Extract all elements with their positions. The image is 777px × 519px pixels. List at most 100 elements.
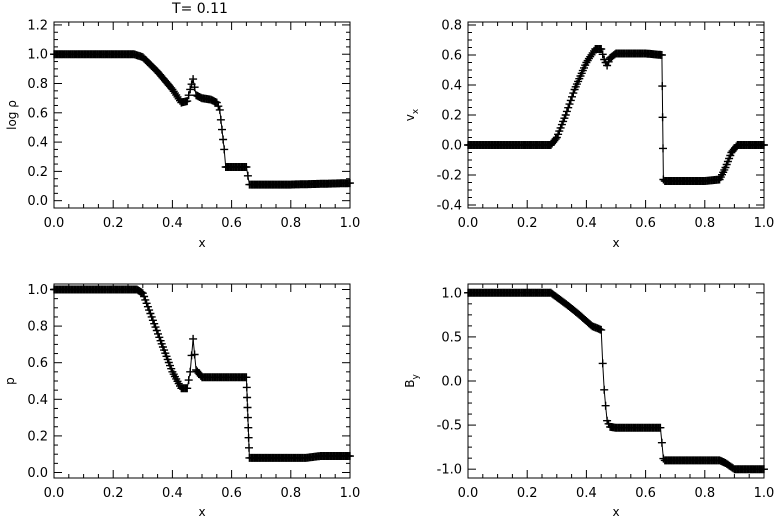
tick-group-vx: 0.0 0.2 0.4 0.6 0.8 1.0 -0.4 -0.2 0.0 0.2 0.4 0.6 0.… [437, 19, 775, 232]
x-tick-label: 0.8 [280, 216, 301, 231]
data-point-p [243, 413, 252, 422]
data-point-p [143, 302, 152, 311]
data-point-logrho [242, 163, 251, 171]
panel-logrho: 0.0 0.2 0.4 0.6 0.8 1.00.00.20.40.60.81.01.2 … [5, 18, 360, 250]
data-point-vx [551, 135, 560, 143]
data-point-logrho [215, 105, 224, 114]
markers-by [464, 288, 768, 474]
data-point-by [760, 465, 768, 474]
x-tick-label: 0.4 [576, 486, 597, 501]
tick-group-by: 0.0 0.2 0.4 0.6 0.8 1.0 -1.0 -0.5 0.0 0.5 1.0 [437, 284, 775, 501]
data-point-logrho [190, 83, 199, 92]
data-point-vx [565, 100, 574, 109]
data-line-vx [468, 48, 764, 182]
y-tick-label: 0.2 [27, 429, 48, 444]
figure-title: T= 0.11 [171, 1, 228, 17]
data-point-logrho [183, 97, 192, 106]
data-point-by [600, 385, 609, 394]
data-point-logrho [186, 85, 195, 94]
data-point-p [242, 383, 251, 392]
ylabel-by: By [403, 374, 421, 388]
data-point-p [183, 384, 192, 393]
data-point-by [598, 359, 607, 368]
y-tick-label: 0.0 [27, 194, 48, 209]
ylabel-vx-main: v [403, 114, 417, 121]
y-tick-label: 1.0 [27, 283, 48, 298]
x-tick-label: 0.2 [517, 216, 538, 231]
data-point-logrho [220, 145, 229, 154]
ylabel-logrho: log ρ [5, 100, 19, 130]
x-tick-label: 0.0 [44, 216, 65, 231]
plot-frame-logrho [53, 21, 351, 209]
y-tick-label: 0.4 [441, 79, 462, 94]
y-tick-label: 0.6 [441, 49, 462, 64]
data-point-by [601, 401, 610, 410]
data-point-p [150, 319, 159, 328]
x-tick-label: 0.8 [694, 216, 715, 231]
y-tick-label: 0.2 [27, 165, 48, 180]
x-tick-label: 0.6 [635, 486, 656, 501]
x-tick-label: 0.0 [44, 486, 65, 501]
y-tick-label: 1.2 [27, 18, 48, 33]
xlabel-p: x [198, 505, 205, 519]
x-tick-label: 1.0 [340, 486, 361, 501]
data-point-vx [604, 57, 613, 66]
x-tick-label: 0.6 [221, 216, 242, 231]
data-point-by [597, 325, 606, 334]
data-point-p [243, 403, 252, 412]
markers-p [50, 285, 354, 462]
x-tick-label: 0.6 [635, 216, 656, 231]
data-point-logrho [214, 102, 223, 111]
y-tick-label: 0.2 [441, 109, 462, 124]
y-tick-label: 0.8 [27, 320, 48, 335]
data-point-logrho [346, 179, 354, 188]
data-point-vx [658, 113, 667, 122]
y-tick-label: -0.2 [437, 169, 462, 184]
x-tick-label: 0.4 [162, 216, 183, 231]
data-point-p [142, 299, 151, 308]
data-point-logrho [184, 91, 193, 100]
data-point-p [244, 423, 253, 432]
y-tick-label: -0.5 [437, 419, 462, 434]
panel-p: 0.0 0.2 0.4 0.6 0.8 1.0 0.0 0.2 0.4 0.6 0.8 1.0 x p [3, 283, 360, 519]
x-tick-label: 0.8 [280, 486, 301, 501]
y-tick-label: 0.6 [27, 106, 48, 121]
tick-group-p: 0.0 0.2 0.4 0.6 0.8 1.0 0.0 0.2 0.4 0.6 0.8 1.0 [27, 283, 360, 501]
data-line-logrho [54, 53, 351, 186]
x-tick-label: 0.8 [694, 486, 715, 501]
ylabel-by-sub: y [411, 374, 421, 380]
y-tick-label: 0.6 [27, 356, 48, 371]
data-point-p [152, 326, 161, 335]
data-point-p [186, 367, 195, 376]
data-point-p [189, 334, 198, 343]
tick-group-logrho: 0.0 0.2 0.4 0.6 0.8 1.0 0.0 0.2 0.4 0.6 0.8 1.0 1.2 [27, 18, 360, 231]
data-point-p [145, 306, 154, 315]
data-point-logrho [219, 135, 228, 144]
data-point-logrho [218, 125, 226, 134]
ylabel-vx-sub: x [411, 108, 421, 114]
x-tick-label: 1.0 [754, 486, 775, 501]
y-tick-label: 0.8 [27, 77, 48, 92]
data-point-p [244, 433, 253, 442]
data-point-p [141, 295, 150, 304]
data-point-p [155, 333, 164, 342]
data-point-p [151, 323, 160, 332]
data-point-p [154, 329, 162, 338]
y-tick-label: 0.0 [27, 466, 48, 481]
y-tick-label: 0.0 [441, 375, 462, 390]
data-point-vx [659, 144, 667, 153]
y-tick-label: 0.0 [441, 139, 462, 154]
data-point-vx [603, 61, 612, 70]
data-point-p [242, 373, 251, 382]
x-tick-label: 1.0 [340, 216, 361, 231]
y-tick-label: 1.0 [27, 48, 48, 63]
y-tick-label: -1.0 [437, 463, 462, 478]
data-point-by [656, 423, 665, 432]
data-point-vx [657, 51, 666, 59]
data-point-logrho [216, 115, 225, 124]
data-point-vx [564, 103, 573, 112]
x-tick-label: 0.2 [517, 486, 538, 501]
ylabel-p: p [3, 377, 17, 385]
y-tick-label: 0.4 [27, 393, 48, 408]
data-point-p [184, 376, 193, 385]
